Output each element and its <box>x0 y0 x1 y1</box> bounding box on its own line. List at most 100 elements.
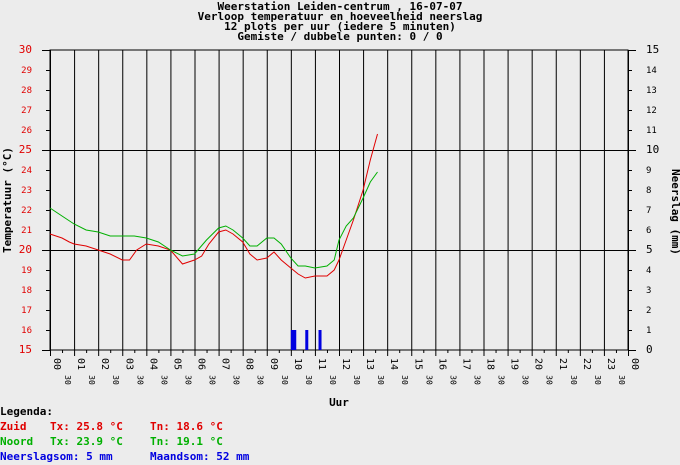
x-axis-hour-label: 04 <box>147 358 158 370</box>
right-axis-tick-label: 15 <box>646 43 659 56</box>
right-axis-tick-label: 0 <box>646 343 653 356</box>
left-axis-tick-label: 19 <box>21 266 32 276</box>
x-axis-hour-label: 01 <box>75 358 86 370</box>
left-axis-tick-label: 26 <box>21 126 32 136</box>
legend-noord-tn: Tn: 19.1 °C <box>150 435 223 448</box>
left-axis-tick-label: 18 <box>21 286 32 296</box>
left-axis-tick-label: 16 <box>21 326 32 336</box>
series-layer <box>49 133 378 350</box>
x-axis-hour-label: 06 <box>196 358 207 370</box>
right-axis-tick-label: 9 <box>646 166 651 176</box>
x-axis-half-label: 30 <box>521 375 530 385</box>
x-axis-half-label: 30 <box>545 375 554 385</box>
chart-title-line4: Gemiste / dubbele punten: 0 / 0 <box>237 30 442 43</box>
left-axis-ticks: 15 16 17 18 19 20 21 22 23 24 25 26 27 28 29 30 <box>19 43 50 356</box>
left-axis-tick-label: 17 <box>21 306 32 316</box>
x-axis-half-label: 30 <box>304 375 313 385</box>
left-axis-tick-label: 24 <box>21 166 32 176</box>
right-axis-tick-label: 10 <box>646 143 659 156</box>
x-axis-hour-label: 00 <box>629 358 640 370</box>
grid <box>50 50 629 350</box>
x-axis-half-label: 30 <box>617 375 626 385</box>
x-axis-hour-label: 19 <box>509 358 520 370</box>
legend-title: Legenda: <box>0 405 53 418</box>
legend-zuid-tx: Tx: 25.8 °C <box>50 420 123 433</box>
right-axis-tick-label: 13 <box>646 86 657 96</box>
left-axis-tick-label: 15 <box>19 343 32 356</box>
x-axis-hour-label: 13 <box>364 358 375 370</box>
right-axis-tick-label: 2 <box>646 306 651 316</box>
left-axis-tick-label: 20 <box>19 243 32 256</box>
rain-bar <box>293 330 297 350</box>
legend-zuid-tn: Tn: 18.6 °C <box>150 420 223 433</box>
x-axis-hour-label: 16 <box>436 358 447 370</box>
left-axis-tick-label: 27 <box>21 106 32 116</box>
x-axis-half-label: 30 <box>497 375 506 385</box>
x-axis-half-label: 30 <box>232 375 241 385</box>
x-axis-hour-label: 10 <box>292 358 303 370</box>
x-axis-half-label: 30 <box>376 375 385 385</box>
left-axis-tick-label: 29 <box>21 66 32 76</box>
x-axis-ticks: 0030013002300330043005300630073008300930… <box>50 350 640 385</box>
x-axis-hour-label: 11 <box>316 358 327 370</box>
right-axis-tick-label: 7 <box>646 206 651 216</box>
x-axis-half-label: 30 <box>424 375 433 385</box>
x-axis-half-label: 30 <box>183 375 192 385</box>
x-axis-hour-label: 20 <box>533 358 544 370</box>
x-axis-hour-label: 14 <box>388 358 399 370</box>
chart-title-line1: Weerstation Leiden-centrum , 16-07-07 <box>217 0 462 13</box>
rain-bar <box>318 330 322 350</box>
right-axis-tick-label: 5 <box>646 243 653 256</box>
right-axis-tick-label: 12 <box>646 106 657 116</box>
x-axis-hour-label: 03 <box>123 358 134 370</box>
x-axis-hour-label: 02 <box>99 358 110 370</box>
right-axis-tick-label: 3 <box>646 286 651 296</box>
left-axis-tick-label: 28 <box>21 86 32 96</box>
x-axis-half-label: 30 <box>87 375 96 385</box>
x-axis-half-label: 30 <box>593 375 602 385</box>
right-axis-tick-label: 11 <box>646 126 657 136</box>
x-axis-hour-label: 21 <box>557 358 568 370</box>
rain-bar <box>290 330 294 350</box>
x-axis-half-label: 30 <box>111 375 120 385</box>
x-axis-hour-label: 23 <box>605 358 616 370</box>
right-axis-tick-label: 1 <box>646 326 651 336</box>
right-axis-tick-label: 8 <box>646 186 651 196</box>
x-axis-title: Uur <box>329 396 349 409</box>
left-axis-tick-label: 30 <box>19 43 32 56</box>
chart-title-line2: Verloop temperatuur en hoeveelheid neers… <box>198 10 483 23</box>
x-axis-half-label: 30 <box>569 375 578 385</box>
x-axis-hour-label: 08 <box>244 358 255 370</box>
x-axis-half-label: 30 <box>448 375 457 385</box>
legend-rain-day: Neerslagsom: 5 mm <box>0 450 113 463</box>
x-axis-half-label: 30 <box>280 375 289 385</box>
x-axis-half-label: 30 <box>135 375 144 385</box>
x-axis-hour-label: 15 <box>412 358 423 370</box>
right-axis-tick-label: 6 <box>646 226 651 236</box>
left-axis-tick-label: 21 <box>21 226 32 236</box>
legend-zuid-label: Zuid <box>0 420 27 433</box>
x-axis-hour-label: 18 <box>485 358 496 370</box>
x-axis-half-label: 30 <box>63 375 72 385</box>
left-axis-tick-label: 25 <box>19 143 32 156</box>
x-axis-half-label: 30 <box>400 375 409 385</box>
legend-noord-label: Noord <box>0 435 33 448</box>
x-axis-hour-label: 09 <box>268 358 279 370</box>
x-axis-half-label: 30 <box>159 375 168 385</box>
x-axis-half-label: 30 <box>472 375 481 385</box>
x-axis-hour-label: 22 <box>581 358 592 370</box>
left-axis-tick-label: 23 <box>21 186 32 196</box>
right-axis-tick-label: 4 <box>646 266 651 276</box>
x-axis-hour-label: 17 <box>460 358 471 370</box>
x-axis-hour-label: 12 <box>340 358 351 370</box>
x-axis-half-label: 30 <box>256 375 265 385</box>
chart-title-line3: 12 plots per uur (iedere 5 minuten) <box>224 20 456 33</box>
right-axis-tick-label: 14 <box>646 66 657 76</box>
x-axis-hour-label: 07 <box>220 358 231 370</box>
series-line-zuid <box>49 133 378 279</box>
left-axis-tick-label: 22 <box>21 206 32 216</box>
x-axis-half-label: 30 <box>352 375 361 385</box>
left-axis-title: Temperatuur (°C) <box>1 147 14 253</box>
